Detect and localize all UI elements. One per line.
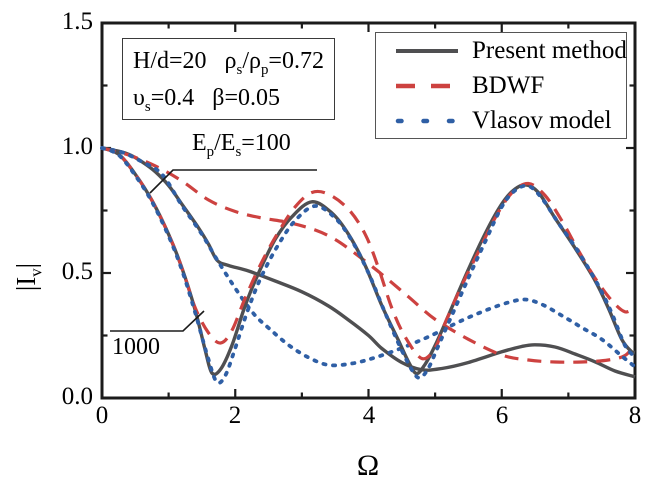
curve-present-method-100 xyxy=(101,146,636,379)
legend-entry-present-method: Present method xyxy=(376,33,627,68)
legend-line-bdwf-icon xyxy=(396,83,458,88)
x-tick-label-0: 0 xyxy=(95,402,109,429)
legend-entry-vlasov-model: Vlasov model xyxy=(376,103,626,138)
parameter-box: H/d=20 ρs/ρp=0.72 υs=0.4 β=0.05 xyxy=(122,38,335,120)
x-tick-label-8: 8 xyxy=(628,402,642,429)
data-curves xyxy=(100,146,637,385)
y-tick-label-1.5: 1.5 xyxy=(61,8,93,35)
x-tick-label-2: 2 xyxy=(228,402,242,429)
parameter-line-1: H/d=20 ρs/ρp=0.72 xyxy=(133,48,324,78)
y-axis-title: |Iv| xyxy=(11,262,46,292)
y-tick-label-0.5: 0.5 xyxy=(61,258,93,285)
legend-line-vlasov-model-icon xyxy=(395,118,461,123)
x-tick-label-6: 6 xyxy=(495,402,509,429)
legend-label-present-method: Present method xyxy=(472,36,627,64)
legend-line-present-method-icon xyxy=(396,48,458,53)
annotation-1000: 1000 xyxy=(112,334,160,360)
y-tick-label-0.0: 0.0 xyxy=(61,383,93,410)
y-tick-label-1.0: 1.0 xyxy=(61,133,93,160)
annotation-ep-es-100: Ep/Es=100 xyxy=(192,130,291,160)
curve-vlasov-model-1000 xyxy=(100,146,637,385)
axis-ticks xyxy=(100,21,637,400)
parameter-line-2: υs=0.4 β=0.05 xyxy=(133,85,280,115)
curve-present-method-1000 xyxy=(101,146,636,377)
legend-label-vlasov-model: Vlasov model xyxy=(472,106,612,134)
curve-bdwf-100 xyxy=(101,146,637,364)
x-tick-label-4: 4 xyxy=(362,402,376,429)
x-axis-title: Ω xyxy=(356,449,380,482)
leader-line-ep-es-100 xyxy=(149,169,317,194)
legend: Present method BDWF Vlasov model xyxy=(375,32,627,139)
legend-entry-bdwf: BDWF xyxy=(376,68,626,103)
curve-vlasov-model-100 xyxy=(100,146,637,369)
legend-label-bdwf: BDWF xyxy=(472,71,545,99)
leader-line-1000 xyxy=(110,310,205,332)
curve-bdwf-1000 xyxy=(101,146,636,361)
